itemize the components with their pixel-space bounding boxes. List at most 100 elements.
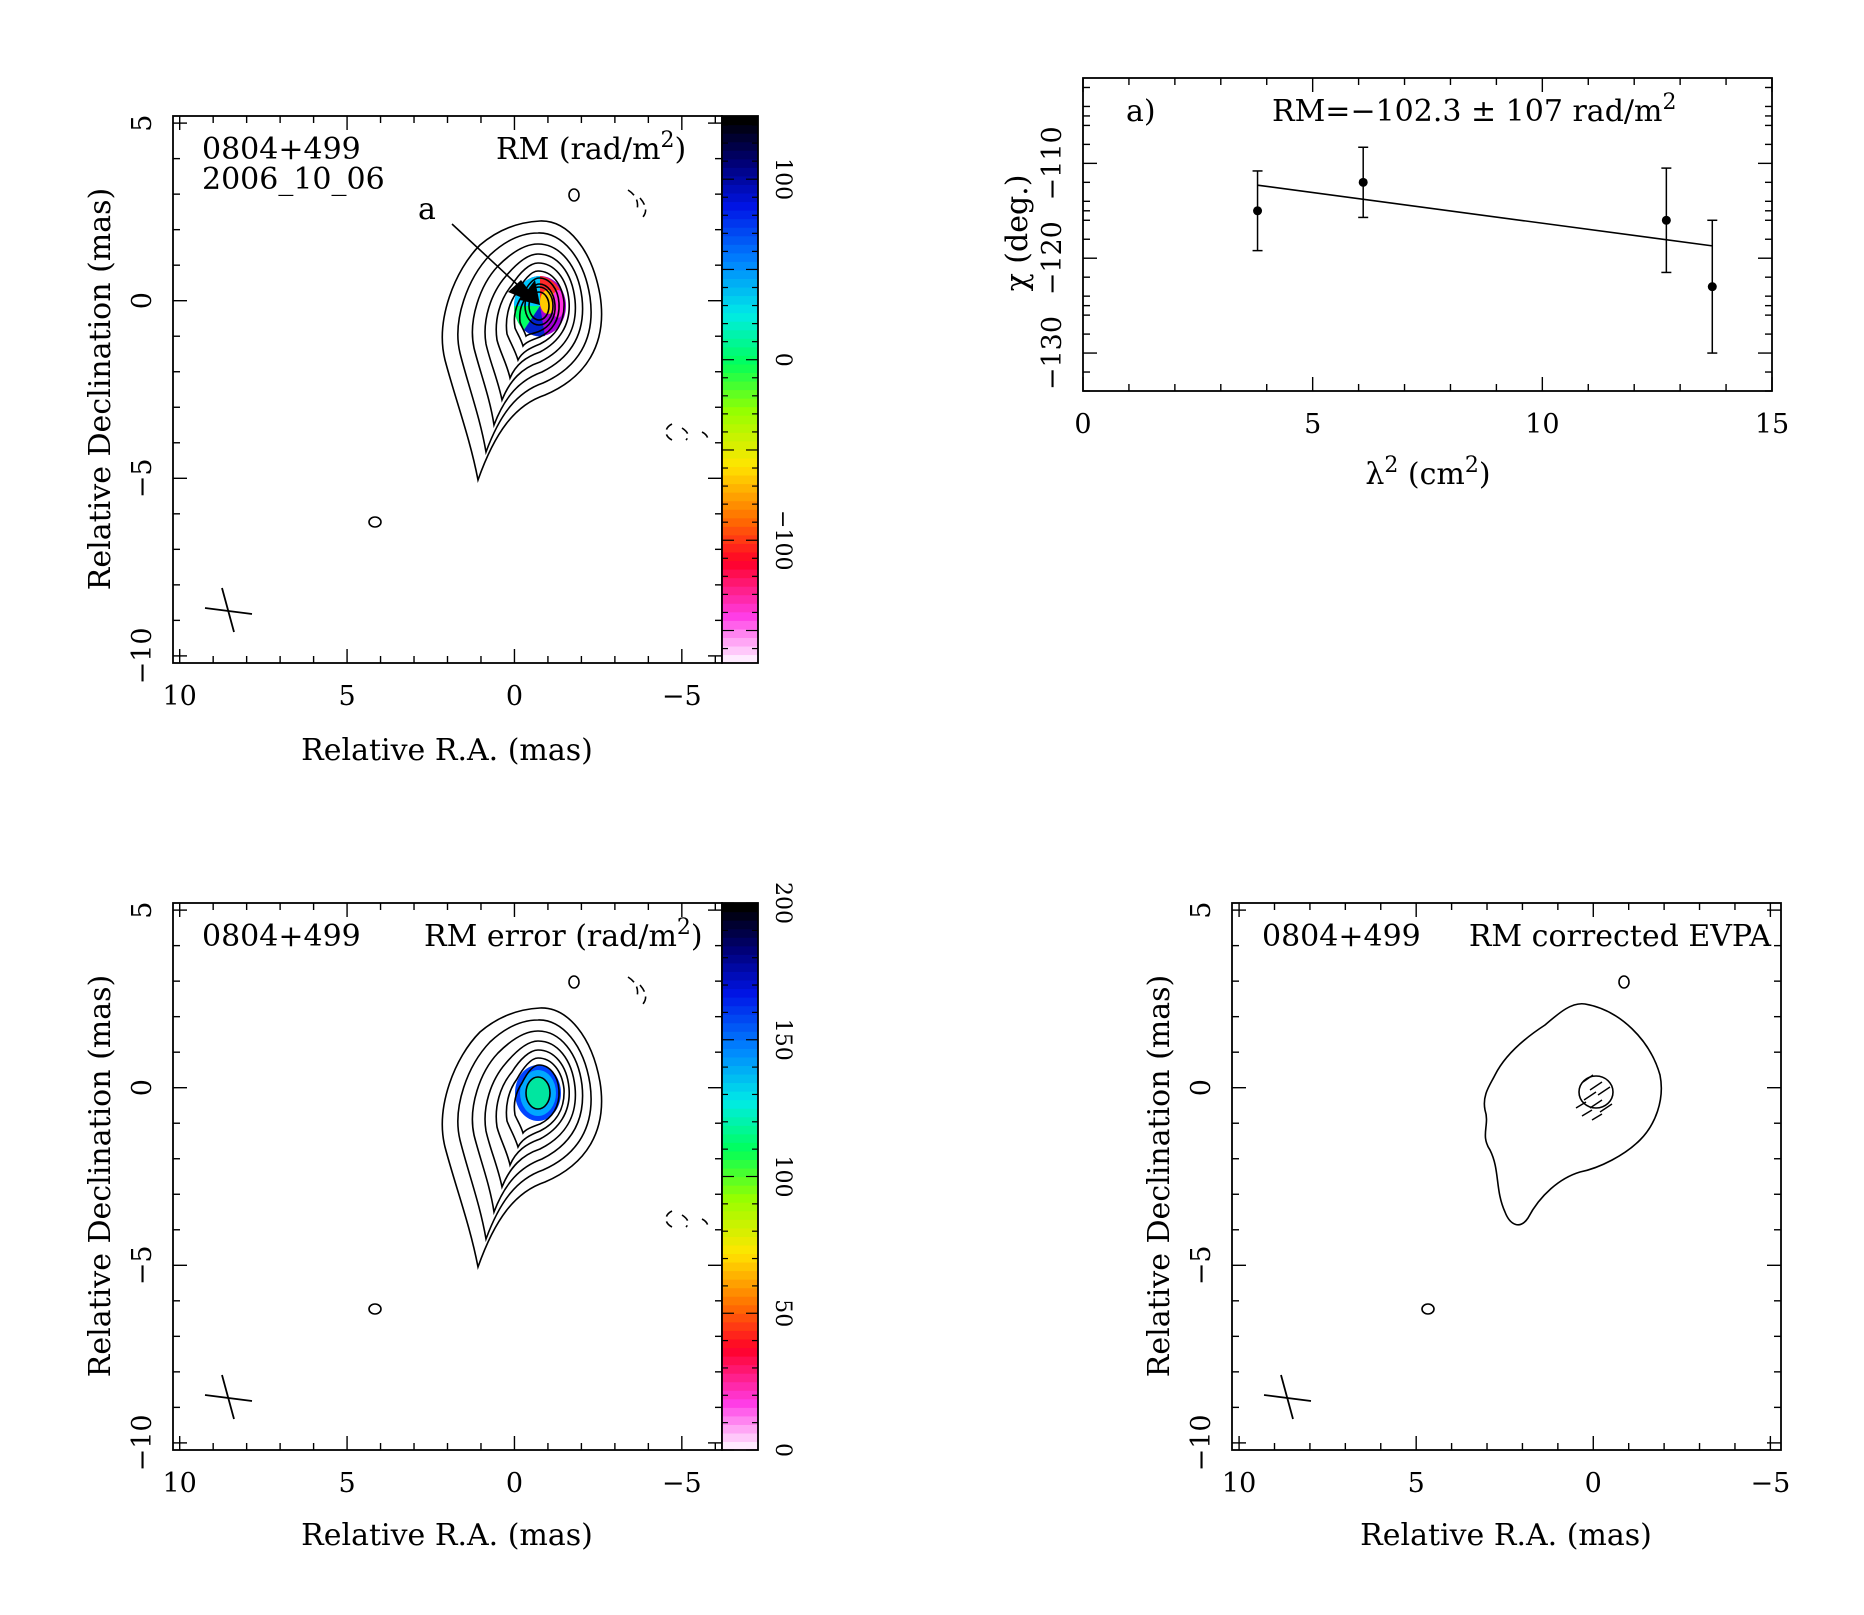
chi-lambda-data: [1252, 146, 1718, 354]
evpa-xlabel: Relative R.A. (mas): [1360, 1518, 1652, 1553]
colorbar-cell: [722, 1347, 758, 1357]
colorbar-cell: [722, 1432, 758, 1443]
colorbar-cell: [722, 1398, 758, 1408]
y-tick-label: −10: [127, 1414, 158, 1471]
rm-fit-label: RM=−102.3 ± 107 rad/m2: [1272, 90, 1676, 129]
evpa-ticks: 10 5 0 −5 −10 −5 0 5: [1186, 902, 1790, 1499]
colorbar-cell: [722, 175, 758, 185]
colorbar-cell: [722, 1159, 758, 1169]
x-tick-label: 10: [163, 1468, 197, 1499]
colorbar-cell: [722, 928, 758, 938]
evpa-panel: 0804+499 RM corrected EVPA 10 5 0 −5 −10 −5 0 5…: [1142, 902, 1790, 1553]
colorbar-cell: [722, 406, 758, 416]
colorbar-cell: [722, 628, 758, 638]
colorbar-cell: [722, 1150, 758, 1161]
colorbar-cell: [722, 432, 758, 442]
colorbar-tick-label: 100: [770, 158, 795, 200]
x-tick-label: −5: [662, 1468, 702, 1499]
colorbar-cell: [722, 1287, 758, 1297]
colorbar-cell: [722, 1039, 758, 1049]
colorbar-cell: [722, 346, 758, 356]
colorbar-cell: [722, 218, 758, 228]
colorbar-cell: [722, 1313, 758, 1323]
colorbar-cell: [722, 1167, 758, 1178]
rm-map-xlabel: Relative R.A. (mas): [301, 733, 593, 768]
colorbar-cell: [722, 1253, 758, 1263]
colorbar-cell: [722, 1373, 758, 1383]
x-tick-label: −5: [1750, 1468, 1790, 1499]
colorbar-cell: [722, 312, 758, 322]
y-tick-label: 0: [1186, 1079, 1217, 1096]
colorbar-cell: [722, 483, 758, 493]
colorbar-cell: [722, 244, 758, 254]
y-tick-label: −120: [1037, 221, 1068, 295]
colorbar-cell: [722, 1227, 758, 1237]
x-tick-label: 5: [1408, 1468, 1425, 1499]
source-name-label-3: 0804+499: [1262, 919, 1421, 954]
rm-error-contours: [368, 975, 603, 1315]
colorbar-cell: [722, 1390, 758, 1400]
rm-beam: [204, 587, 253, 633]
colorbar-cell: [722, 577, 758, 587]
data-point: [1661, 215, 1671, 225]
colorbar-cell: [722, 1048, 758, 1058]
colorbar-tick-label: 0: [770, 353, 795, 367]
colorbar-cell: [722, 423, 758, 433]
x-tick-label: 0: [1585, 1468, 1602, 1499]
colorbar-cell: [722, 1355, 758, 1366]
colorbar-cell: [722, 945, 758, 955]
colorbar-cell: [722, 568, 758, 579]
evpa-ylabel: Relative Declination (mas): [1142, 975, 1177, 1377]
colorbar-cell: [722, 1073, 758, 1084]
colorbar-cell: [722, 1082, 758, 1092]
rm-map-ticks: 10 5 0 −5 −10 −5 0 5: [127, 115, 722, 712]
rm-error-frame: [172, 902, 723, 1451]
colorbar-cell: [722, 903, 758, 913]
colorbar-cell: [722, 1304, 758, 1314]
colorbar-cell: [722, 1176, 758, 1186]
y-tick-label: 5: [127, 902, 158, 919]
y-tick-label: 5: [127, 115, 158, 132]
colorbar-tick-label: 100: [770, 1156, 795, 1198]
x-tick-label: 5: [338, 681, 355, 712]
colorbar-cell: [722, 355, 758, 365]
colorbar-cell: [722, 560, 758, 570]
colorbar-cell: [722, 133, 758, 143]
colorbar-cell: [722, 201, 758, 211]
colorbar-cell: [722, 1338, 758, 1349]
colorbar-cell: [722, 1407, 758, 1417]
colorbar-cell: [722, 937, 758, 947]
colorbar-cell: [722, 1330, 758, 1340]
colorbar-cell: [722, 474, 758, 485]
y-tick-label: 5: [1186, 902, 1217, 919]
colorbar-cell: [722, 440, 758, 450]
colorbar-tick-label: 0: [770, 1443, 795, 1457]
colorbar-cell: [722, 252, 758, 262]
colorbar-cell: [722, 457, 758, 468]
colorbar-cell: [722, 526, 758, 536]
colorbar-cell: [722, 158, 758, 168]
annotation-a: a: [418, 192, 436, 227]
colorbar-cell: [722, 962, 758, 972]
data-point: [1253, 206, 1263, 216]
colorbar-tick-label: −100: [770, 510, 795, 570]
rm-error-colorbar: 200 150 100 50 0: [721, 882, 795, 1457]
colorbar-cell: [722, 1219, 758, 1229]
y-tick-label: 0: [127, 1079, 158, 1096]
source-name-label-2: 0804+499: [202, 919, 361, 954]
epoch-label: 2006_10_06: [202, 162, 385, 197]
rm-error-panel: 0804+499 RM error (rad/m2) 10 5 0 −5−10−505…: [83, 882, 795, 1553]
colorbar-cell: [722, 534, 758, 544]
colorbar-cell: [722, 1424, 758, 1434]
colorbar-cell: [722, 1364, 758, 1374]
rm-error-ylabel: Relative Declination (mas): [83, 975, 118, 1377]
rm-negative-contours: [627, 189, 709, 441]
rm-error-beam: [204, 1374, 253, 1420]
colorbar-cell: [722, 466, 758, 476]
colorbar-cell: [722, 449, 758, 459]
rm-contours: [368, 188, 603, 528]
colorbar-cell: [722, 509, 758, 519]
colorbar-cell: [722, 150, 758, 160]
evpa-vectors: [1575, 1074, 1613, 1121]
